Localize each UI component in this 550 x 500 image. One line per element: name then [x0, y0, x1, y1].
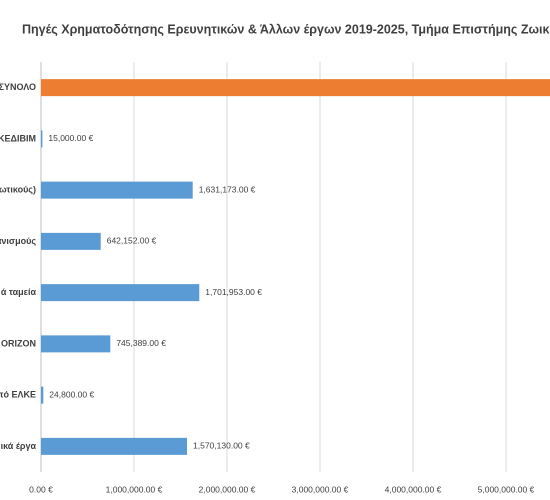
grid — [40, 62, 507, 472]
x-tick-label: 4,000,000.00 € — [385, 484, 442, 494]
bar — [41, 335, 111, 353]
bar — [41, 386, 44, 404]
category-label: ικά έργα — [1, 441, 37, 451]
x-tick-label: 1,000,000.00 € — [106, 484, 163, 494]
bar — [41, 284, 200, 302]
category-label: πό ΕΛΚΕ — [0, 390, 36, 400]
x-tick-label: 3,000,000.00 € — [292, 484, 349, 494]
bar — [41, 130, 43, 148]
x-tick-label: 2,000,000.00 € — [199, 484, 256, 494]
value-label: 1,631,173.00 € — [199, 184, 256, 194]
category-label: ORIZON — [1, 338, 36, 348]
value-label: 1,701,953.00 € — [205, 287, 262, 297]
value-label: 24,800.00 € — [49, 389, 94, 399]
category-label: ΚΕΔΙΒΙΜ — [0, 133, 36, 143]
category-label: ανισμούς — [0, 236, 36, 246]
x-tick-label: 5,000,000.00 € — [478, 484, 535, 494]
category-label: ωτικούς) — [0, 185, 36, 195]
bar — [41, 232, 101, 250]
bar — [41, 79, 550, 97]
value-label: 642,152.00 € — [107, 236, 157, 246]
value-label: 745,389.00 € — [116, 338, 166, 348]
category-label: ΣΥΝΟΛΟ — [0, 82, 36, 92]
value-label: 15,000.00 € — [48, 133, 93, 143]
category-label: ά ταμεία — [1, 287, 37, 297]
x-tick-label: 0.00 € — [29, 484, 53, 494]
bar — [41, 437, 188, 455]
value-label: 1,570,130.00 € — [193, 441, 250, 451]
bar — [41, 181, 193, 199]
chart-title: Πηγές Χρηματοδότησης Ερευνητικών & Άλλων… — [22, 22, 550, 36]
